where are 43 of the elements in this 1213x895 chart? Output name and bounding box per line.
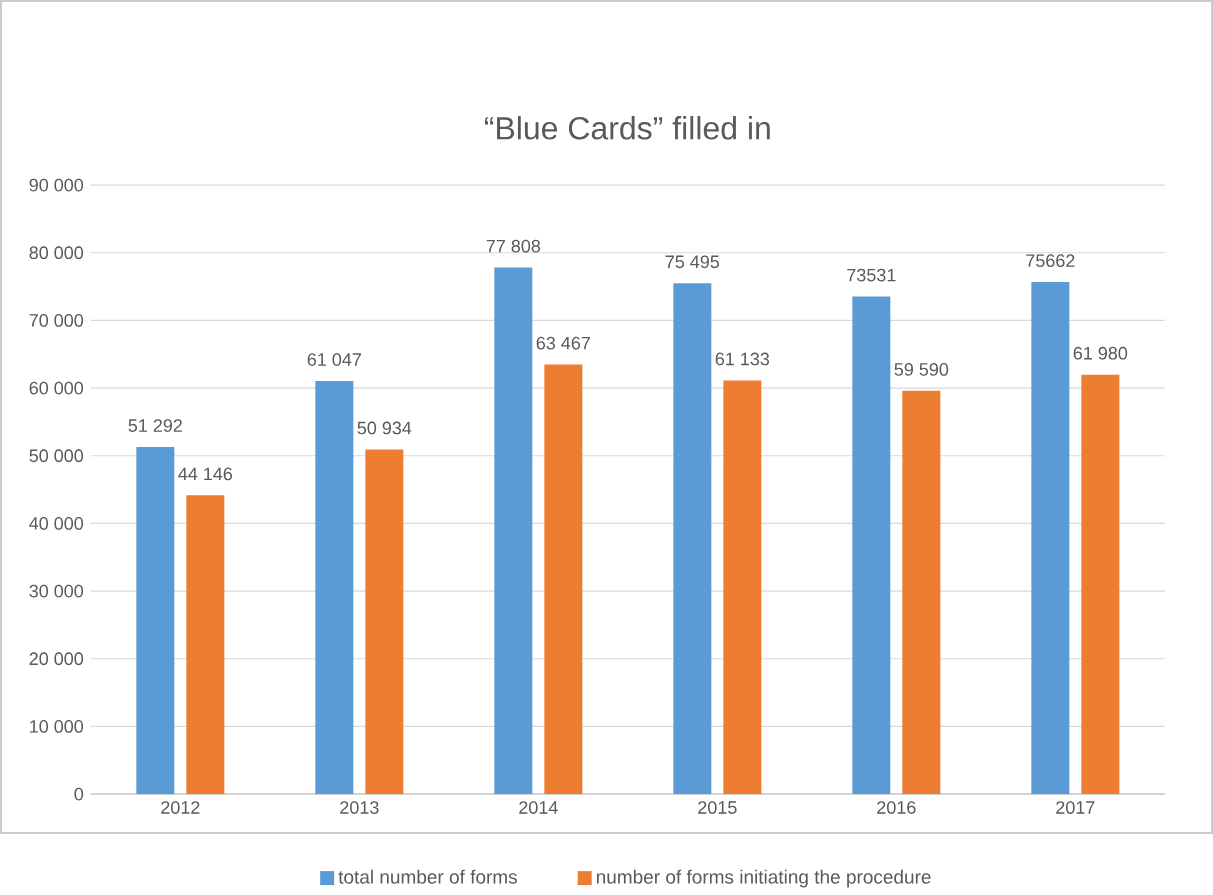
data-label: 44 146 <box>178 467 233 481</box>
bar <box>136 447 175 795</box>
x-tick-label: 2012 <box>161 801 200 815</box>
bar <box>673 283 712 795</box>
legend-label: number of forms initiating the procedure <box>596 869 931 888</box>
bar <box>315 381 354 795</box>
bar <box>723 380 762 795</box>
y-tick-label: 90 000 <box>29 178 84 192</box>
data-label: 59 590 <box>894 363 949 377</box>
legend-label: total number of forms <box>338 869 517 884</box>
y-tick-label: 0 <box>74 787 84 801</box>
data-label: 75662 <box>1026 254 1075 268</box>
data-label: 77 808 <box>486 240 541 253</box>
data-label: 73531 <box>847 268 896 282</box>
y-tick-label: 20 000 <box>29 652 84 666</box>
y-tick-label: 40 000 <box>29 517 84 531</box>
bar <box>365 449 404 795</box>
data-label: 75 495 <box>665 255 720 269</box>
chart-title: “Blue Cards” filled in <box>484 116 770 140</box>
data-label: 61 133 <box>715 352 770 366</box>
bar <box>852 296 891 795</box>
x-tick-label: 2017 <box>1056 801 1095 815</box>
data-label: 50 934 <box>357 421 412 435</box>
bar <box>544 364 583 795</box>
bar <box>186 495 225 795</box>
bar <box>1081 374 1120 795</box>
x-tick-label: 2016 <box>877 801 916 815</box>
bar <box>902 391 941 795</box>
data-label: 61 047 <box>307 353 361 367</box>
data-label: 51 292 <box>128 419 182 433</box>
y-tick-label: 10 000 <box>30 720 84 734</box>
x-tick-label: 2014 <box>519 801 558 815</box>
x-tick-label: 2015 <box>698 801 737 815</box>
y-tick-label: 30 000 <box>29 584 84 598</box>
bar <box>1031 282 1070 795</box>
data-label: 61 980 <box>1073 347 1128 360</box>
data-label: 63 467 <box>536 337 590 350</box>
x-tick-label: 2013 <box>340 801 379 815</box>
y-tick-label: 70 000 <box>29 314 84 328</box>
bar <box>494 267 533 795</box>
y-tick-label: 60 000 <box>29 381 84 395</box>
y-tick-label: 50 000 <box>29 449 84 463</box>
y-tick-label: 80 000 <box>29 246 84 260</box>
